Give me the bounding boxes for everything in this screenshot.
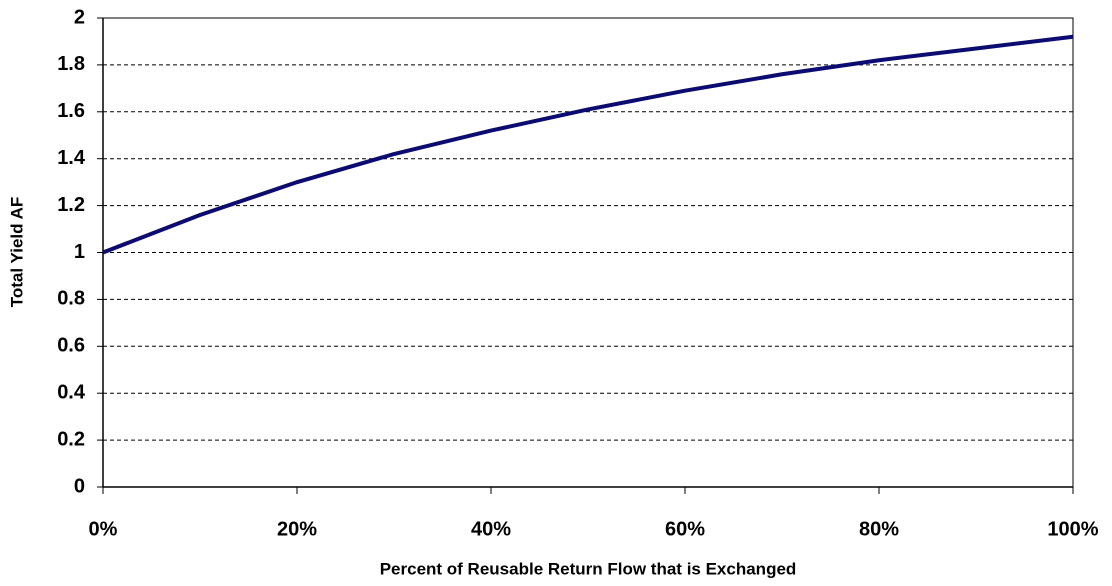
y-tick-label: 0.8 (57, 288, 85, 310)
y-tick-label: 1.2 (57, 194, 85, 216)
x-axis-title: Percent of Reusable Return Flow that is … (380, 559, 797, 578)
y-tick-label: 0.6 (57, 335, 85, 357)
x-tick-label: 40% (471, 518, 511, 540)
y-tick-label: 0.2 (57, 428, 85, 450)
y-tick-label: 1.8 (57, 53, 85, 75)
y-tick-label: 0.4 (57, 381, 86, 403)
x-tick-label: 60% (665, 518, 705, 540)
x-tick-label: 80% (859, 518, 899, 540)
y-tick-label: 0 (74, 475, 85, 497)
y-tick-label: 2 (74, 6, 85, 28)
data-line (102, 34, 1074, 255)
plot-frame (103, 17, 1074, 487)
x-tick-label: 20% (277, 518, 317, 540)
y-tick-label: 1.6 (57, 100, 85, 122)
y-tick-label: 1.4 (57, 147, 86, 169)
x-tick-label: 100% (1047, 518, 1098, 540)
y-tick-label: 1 (74, 241, 85, 263)
y-axis-title: Total Yield AF (7, 197, 26, 308)
x-tick-label: 0% (89, 518, 118, 540)
